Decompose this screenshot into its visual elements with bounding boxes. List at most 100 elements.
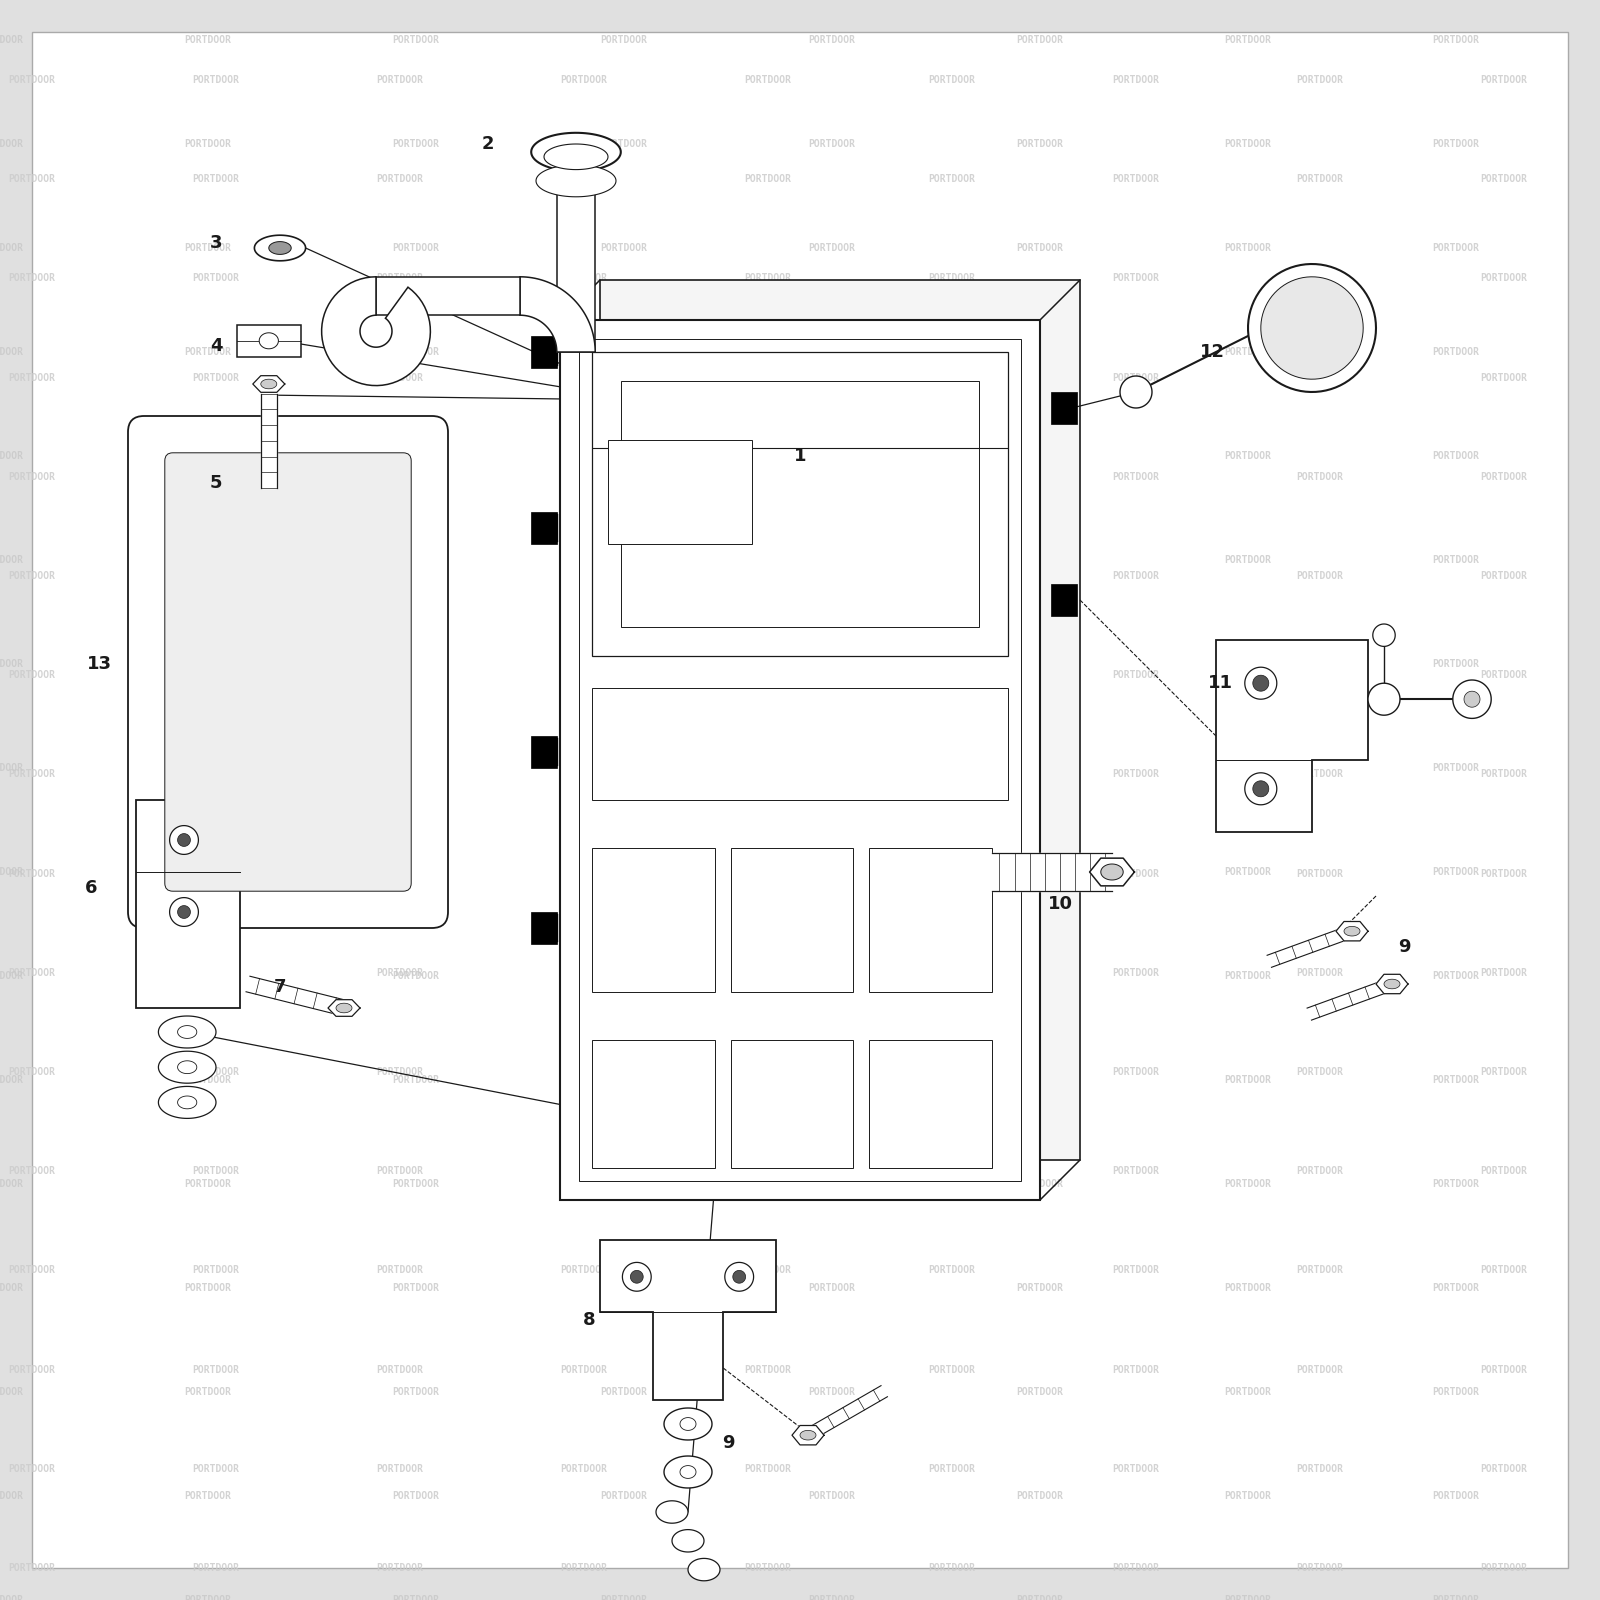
Text: PORTDOOR: PORTDOOR (1224, 1491, 1272, 1501)
Text: PORTDOOR: PORTDOOR (184, 1491, 232, 1501)
Text: PORTDOOR: PORTDOOR (928, 1464, 976, 1474)
Text: PORTDOOR: PORTDOOR (560, 75, 608, 85)
Polygon shape (869, 1040, 992, 1168)
Bar (1051, 392, 1077, 424)
Text: PORTDOOR: PORTDOOR (928, 75, 976, 85)
Text: PORTDOOR: PORTDOOR (0, 555, 24, 565)
Text: PORTDOOR: PORTDOOR (1016, 867, 1064, 877)
Text: PORTDOOR: PORTDOOR (184, 763, 232, 773)
Text: PORTDOOR: PORTDOOR (1480, 571, 1528, 581)
Text: PORTDOOR: PORTDOOR (1480, 174, 1528, 184)
Text: PORTDOOR: PORTDOOR (192, 373, 240, 382)
Text: PORTDOOR: PORTDOOR (1432, 659, 1480, 669)
Text: PORTDOOR: PORTDOOR (744, 174, 792, 184)
Text: PORTDOOR: PORTDOOR (808, 1595, 856, 1600)
Text: PORTDOOR: PORTDOOR (8, 869, 56, 878)
Polygon shape (592, 688, 1008, 800)
Text: PORTDOOR: PORTDOOR (1112, 472, 1160, 482)
Text: PORTDOOR: PORTDOOR (1480, 869, 1528, 878)
Text: PORTDOOR: PORTDOOR (376, 174, 424, 184)
Text: PORTDOOR: PORTDOOR (392, 347, 440, 357)
Text: PORTDOOR: PORTDOOR (1016, 347, 1064, 357)
Polygon shape (1464, 691, 1480, 707)
Text: PORTDOOR: PORTDOOR (1432, 1283, 1480, 1293)
Polygon shape (1261, 277, 1363, 379)
Text: PORTDOOR: PORTDOOR (1296, 770, 1344, 779)
Text: PORTDOOR: PORTDOOR (1480, 1067, 1528, 1077)
Text: PORTDOOR: PORTDOOR (560, 869, 608, 878)
Text: PORTDOOR: PORTDOOR (808, 763, 856, 773)
Text: PORTDOOR: PORTDOOR (0, 139, 24, 149)
Polygon shape (600, 280, 1080, 1160)
Polygon shape (600, 1240, 776, 1400)
Text: PORTDOOR: PORTDOOR (0, 35, 24, 45)
Text: PORTDOOR: PORTDOOR (560, 1365, 608, 1374)
Bar (1051, 584, 1077, 616)
Text: PORTDOOR: PORTDOOR (808, 1387, 856, 1397)
Text: PORTDOOR: PORTDOOR (1016, 1491, 1064, 1501)
Text: PORTDOOR: PORTDOOR (808, 867, 856, 877)
Text: PORTDOOR: PORTDOOR (744, 373, 792, 382)
Text: PORTDOOR: PORTDOOR (600, 1595, 648, 1600)
Polygon shape (733, 1270, 746, 1283)
Text: PORTDOOR: PORTDOOR (808, 1283, 856, 1293)
Text: PORTDOOR: PORTDOOR (928, 174, 976, 184)
Text: PORTDOOR: PORTDOOR (560, 1067, 608, 1077)
Polygon shape (622, 1262, 651, 1291)
Bar (531, 512, 557, 544)
Polygon shape (680, 1418, 696, 1430)
Polygon shape (731, 848, 853, 992)
Polygon shape (656, 1501, 688, 1523)
Bar (536, 738, 558, 766)
Text: PORTDOOR: PORTDOOR (1224, 35, 1272, 45)
Text: PORTDOOR: PORTDOOR (1480, 274, 1528, 283)
Text: PORTDOOR: PORTDOOR (1224, 347, 1272, 357)
Bar (536, 914, 558, 942)
Text: PORTDOOR: PORTDOOR (376, 571, 424, 581)
Text: PORTDOOR: PORTDOOR (0, 1595, 24, 1600)
Text: PORTDOOR: PORTDOOR (192, 472, 240, 482)
Text: PORTDOOR: PORTDOOR (0, 763, 24, 773)
Text: PORTDOOR: PORTDOOR (1480, 968, 1528, 978)
Text: PORTDOOR: PORTDOOR (808, 659, 856, 669)
Polygon shape (259, 333, 278, 349)
Text: PORTDOOR: PORTDOOR (8, 1067, 56, 1077)
Polygon shape (1216, 640, 1368, 832)
Text: PORTDOOR: PORTDOOR (392, 35, 440, 45)
Text: PORTDOOR: PORTDOOR (1480, 770, 1528, 779)
Polygon shape (680, 1466, 696, 1478)
Text: PORTDOOR: PORTDOOR (1112, 1464, 1160, 1474)
Polygon shape (261, 394, 277, 488)
Text: 9: 9 (1398, 938, 1411, 957)
Text: PORTDOOR: PORTDOOR (392, 1075, 440, 1085)
Text: PORTDOOR: PORTDOOR (1224, 1179, 1272, 1189)
Text: PORTDOOR: PORTDOOR (928, 472, 976, 482)
Text: PORTDOOR: PORTDOOR (1296, 571, 1344, 581)
Text: PORTDOOR: PORTDOOR (808, 555, 856, 565)
Text: PORTDOOR: PORTDOOR (0, 347, 24, 357)
Text: PORTDOOR: PORTDOOR (0, 1387, 24, 1397)
Polygon shape (1453, 680, 1491, 718)
Polygon shape (136, 800, 296, 1008)
Text: PORTDOOR: PORTDOOR (600, 1491, 648, 1501)
Polygon shape (1253, 781, 1269, 797)
Text: PORTDOOR: PORTDOOR (600, 451, 648, 461)
Text: PORTDOOR: PORTDOOR (184, 1075, 232, 1085)
Text: PORTDOOR: PORTDOOR (192, 1464, 240, 1474)
Text: PORTDOOR: PORTDOOR (1224, 867, 1272, 877)
Text: PORTDOOR: PORTDOOR (600, 1075, 648, 1085)
Text: PORTDOOR: PORTDOOR (808, 243, 856, 253)
Text: PORTDOOR: PORTDOOR (1112, 869, 1160, 878)
Polygon shape (992, 853, 1112, 891)
Polygon shape (1267, 925, 1354, 968)
Text: PORTDOOR: PORTDOOR (600, 1387, 648, 1397)
Text: PORTDOOR: PORTDOOR (560, 1266, 608, 1275)
Text: PORTDOOR: PORTDOOR (560, 1563, 608, 1573)
Text: PORTDOOR: PORTDOOR (376, 472, 424, 482)
Bar (531, 736, 557, 768)
Text: 9: 9 (722, 1434, 734, 1453)
Text: PORTDOOR: PORTDOOR (1112, 1166, 1160, 1176)
Text: PORTDOOR: PORTDOOR (1016, 659, 1064, 669)
Polygon shape (178, 1026, 197, 1038)
Text: PORTDOOR: PORTDOOR (808, 971, 856, 981)
